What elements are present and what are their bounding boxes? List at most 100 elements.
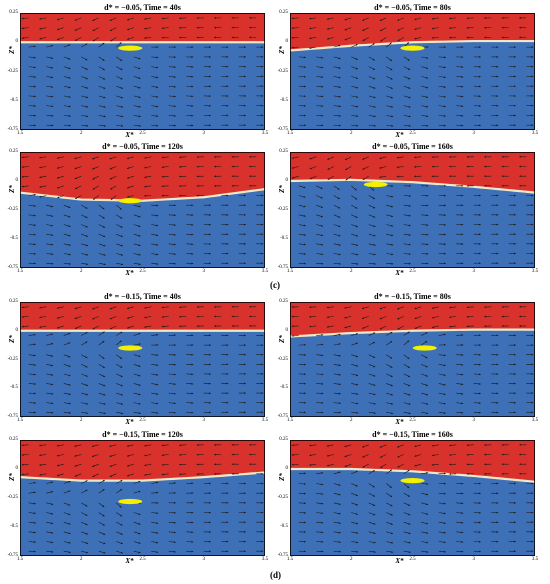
arrow-head bbox=[120, 480, 123, 482]
arrow-head bbox=[461, 512, 464, 514]
plot-frame bbox=[20, 13, 265, 130]
arrow-head bbox=[390, 495, 393, 497]
arrow-head bbox=[373, 356, 376, 358]
arrow-head bbox=[291, 444, 294, 447]
y-axis-label: Z* bbox=[277, 334, 286, 343]
arrow-head bbox=[39, 27, 42, 30]
arrow-head bbox=[214, 453, 217, 456]
arrow-head bbox=[249, 155, 252, 158]
arrow-head bbox=[461, 492, 464, 495]
arrow-head bbox=[261, 392, 264, 395]
arrow-head bbox=[21, 444, 24, 447]
arrow-head bbox=[303, 224, 306, 227]
arrow-head bbox=[513, 95, 516, 97]
arrow-head bbox=[191, 531, 194, 534]
arrow-head bbox=[449, 27, 452, 29]
arrow-head bbox=[196, 444, 199, 446]
arrow-head bbox=[426, 252, 429, 255]
arrow-head bbox=[121, 551, 123, 554]
arrow-head bbox=[379, 166, 382, 169]
arrow-head bbox=[379, 327, 382, 330]
x-tick-label: 2 bbox=[80, 557, 83, 562]
arrow-head bbox=[531, 65, 534, 68]
arrow-head bbox=[86, 412, 89, 415]
arrow-head bbox=[362, 465, 365, 468]
arrow-head bbox=[379, 176, 382, 178]
arrow-head bbox=[303, 531, 306, 534]
arrow-head bbox=[449, 463, 452, 466]
arrow-head bbox=[513, 501, 516, 504]
arrow-head bbox=[513, 46, 516, 49]
arrow-head bbox=[56, 166, 59, 169]
arrow-head bbox=[156, 411, 159, 414]
arrow-head bbox=[379, 455, 382, 458]
arrow-head bbox=[320, 215, 323, 218]
arrow-head bbox=[303, 472, 306, 475]
arrow-head bbox=[261, 46, 264, 49]
arrow-head bbox=[120, 523, 123, 526]
arrow-head bbox=[68, 374, 71, 377]
arrow-head bbox=[291, 17, 294, 20]
arrow-head bbox=[261, 262, 264, 265]
arrow-head bbox=[161, 316, 164, 318]
arrow-head bbox=[337, 187, 340, 190]
arrow-head bbox=[51, 411, 54, 414]
arrow-head bbox=[161, 166, 164, 169]
arrow-head bbox=[261, 353, 264, 356]
arrow-head bbox=[156, 124, 159, 127]
arrow-head bbox=[33, 243, 36, 246]
arrow-head bbox=[496, 114, 499, 117]
arrow-head bbox=[309, 315, 312, 318]
plot-frame bbox=[20, 302, 265, 417]
arrow-head bbox=[461, 383, 464, 386]
arrow-head bbox=[355, 355, 358, 358]
arrow-head bbox=[243, 392, 246, 395]
x-tick-label: 1.5 bbox=[16, 418, 24, 423]
arrow-head bbox=[303, 195, 306, 198]
arrow-head bbox=[103, 115, 106, 118]
arrow-head bbox=[443, 393, 446, 396]
arrow-head bbox=[478, 75, 481, 78]
arrow-head bbox=[496, 233, 499, 236]
arrow-head bbox=[226, 401, 229, 404]
arrow-head bbox=[68, 57, 71, 60]
arrow-head bbox=[33, 531, 36, 534]
arrow-head bbox=[461, 204, 464, 207]
arrow-head bbox=[144, 325, 147, 328]
arrow-head bbox=[373, 513, 376, 516]
arrow-head bbox=[51, 215, 54, 217]
arrow-head bbox=[478, 46, 481, 49]
arrow-head bbox=[362, 326, 365, 329]
arrow-head bbox=[120, 216, 123, 219]
arrow-head bbox=[39, 473, 42, 476]
arrow-head bbox=[344, 28, 347, 31]
arrow-head bbox=[208, 492, 211, 495]
arrow-head bbox=[372, 43, 375, 46]
arrow-head bbox=[373, 253, 376, 256]
arrow-head bbox=[51, 522, 54, 525]
arrow-head bbox=[326, 316, 329, 319]
arrow-head bbox=[261, 55, 264, 58]
arrow-head bbox=[85, 532, 88, 535]
submerged-body bbox=[400, 45, 425, 51]
arrow-head bbox=[138, 124, 141, 127]
arrow-head bbox=[156, 76, 159, 79]
arrow-head bbox=[261, 114, 264, 117]
arrow-head bbox=[243, 46, 246, 49]
arrow-head bbox=[338, 503, 341, 505]
arrow-head bbox=[261, 382, 264, 385]
arrow-head bbox=[85, 514, 88, 516]
arrow-head bbox=[57, 196, 60, 199]
arrow-head bbox=[191, 105, 194, 107]
arrow-head bbox=[426, 472, 429, 474]
y-tick-label: 0.25 bbox=[9, 299, 18, 304]
arrow-head bbox=[327, 178, 330, 180]
arrow-head bbox=[68, 513, 71, 516]
arrow-head bbox=[426, 532, 429, 534]
arrow-head bbox=[33, 491, 36, 494]
arrow-head bbox=[461, 85, 464, 88]
arrow-head bbox=[51, 333, 54, 336]
arrow-head bbox=[261, 550, 264, 553]
arrow-head bbox=[33, 124, 36, 127]
arrow-head bbox=[161, 325, 164, 328]
